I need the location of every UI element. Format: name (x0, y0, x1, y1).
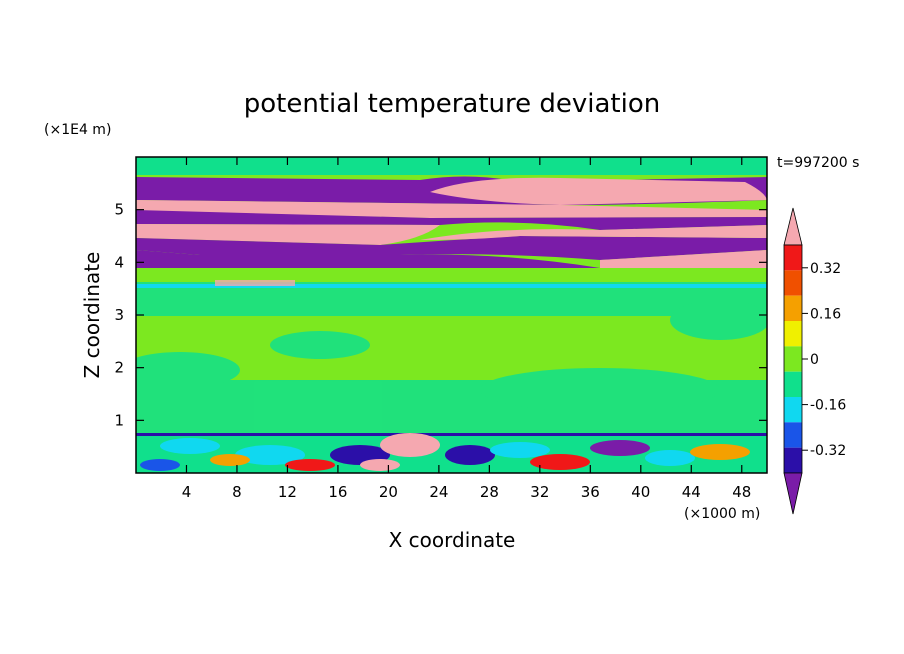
purple-layer-2 (136, 210, 767, 230)
cyan-line (136, 284, 767, 288)
pink-layer-5 (600, 250, 767, 268)
colorbar-segment (784, 346, 802, 372)
x-tick-label: 36 (581, 483, 600, 501)
colorbar-tick-label: -0.16 (810, 398, 846, 414)
colorbar: 0.32 0.16 0 -0.16 -0.32 (783, 207, 846, 515)
pink-layer-4 (420, 225, 767, 240)
x-tick-label: 44 (682, 483, 701, 501)
purple-layer-3 (136, 236, 767, 260)
y-tick-label: 5 (114, 201, 124, 219)
colorbar-tick-label: 0.16 (810, 306, 841, 322)
time-label: t=997200 s (777, 155, 859, 171)
x-tick-label: 28 (480, 483, 499, 501)
colorbar-extend-max (783, 207, 803, 246)
colorbar-segment (784, 422, 802, 448)
colorbar-segment (784, 447, 802, 473)
colorbar-tick-label: 0 (810, 352, 819, 368)
x-unit-label: (×1000 m) (684, 506, 760, 522)
y-tick-label: 4 (114, 253, 124, 271)
y-axis-label: Z coordinate (80, 252, 104, 379)
pink-speckle (215, 280, 295, 286)
colorbar-segment (784, 371, 802, 397)
x-axis-ticks: 4 8 12 16 20 24 28 32 36 40 44 48 (182, 157, 751, 501)
y-tick-label: 1 (114, 411, 124, 429)
purple-layer-4 (136, 250, 600, 268)
x-tick-label: 24 (429, 483, 448, 501)
colorbar-segment (784, 397, 802, 423)
colorbar-segment (784, 270, 802, 296)
top-band (136, 157, 767, 175)
y-axis-ticks: 1 2 3 4 5 (114, 201, 767, 429)
pink-layer-1 (430, 177, 767, 205)
plot-area (136, 157, 767, 473)
x-tick-label: 4 (182, 483, 192, 501)
x-tick-label: 48 (732, 483, 751, 501)
colorbar-segment (784, 295, 802, 321)
colorbar-tick-label: 0.32 (810, 261, 841, 277)
boundary-layer (136, 433, 767, 473)
x-tick-label: 12 (278, 483, 297, 501)
colorbar-extend-min (783, 472, 803, 515)
y-tick-label: 3 (114, 306, 124, 324)
colorbar-segment (784, 321, 802, 347)
pink-layer-2 (136, 200, 767, 218)
y-tick-label: 2 (114, 359, 124, 377)
pink-layer-3 (136, 224, 440, 245)
x-tick-label: 8 (232, 483, 242, 501)
x-tick-label: 20 (379, 483, 398, 501)
colorbar-tick-label: -0.32 (810, 443, 846, 459)
y-unit-label: (×1E4 m) (44, 122, 111, 138)
x-axis-label: X coordinate (389, 528, 516, 552)
x-tick-label: 40 (631, 483, 650, 501)
x-tick-label: 32 (530, 483, 549, 501)
x-tick-label: 16 (328, 483, 347, 501)
colorbar-segment (784, 245, 802, 271)
chart-title: potential temperature deviation (244, 89, 660, 119)
